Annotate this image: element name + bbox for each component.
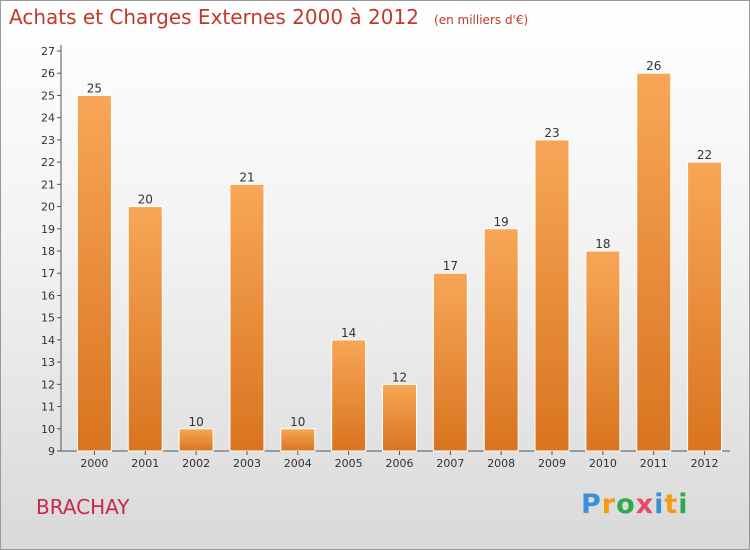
bar-value-label: 21 <box>239 170 254 184</box>
bar-value-label: 26 <box>646 59 661 73</box>
bar-value-label: 23 <box>544 126 559 140</box>
bar-value-label: 12 <box>392 370 407 384</box>
x-tick-label: 2005 <box>335 457 363 470</box>
y-tick-label: 12 <box>41 378 55 391</box>
bar-value-label: 20 <box>138 193 153 207</box>
logo-letter: o <box>616 489 636 520</box>
logo-letter: x <box>635 489 655 520</box>
bar-2001 <box>127 206 163 452</box>
logo-letter: i <box>678 489 689 520</box>
x-tick-label: 2004 <box>284 457 312 470</box>
bar-2000 <box>76 94 112 452</box>
bar-2010 <box>585 250 621 452</box>
logo-letter: i <box>654 489 665 520</box>
bar-value-label: 19 <box>494 215 509 229</box>
bar-2004 <box>280 428 316 452</box>
x-tick-label: 2010 <box>589 457 617 470</box>
y-tick-label: 18 <box>41 245 55 258</box>
bar-value-label: 10 <box>188 415 203 429</box>
logo-letter: t <box>664 489 679 520</box>
y-tick-label: 10 <box>41 423 55 436</box>
y-tick-label: 23 <box>41 134 55 147</box>
x-tick-label: 2012 <box>691 457 719 470</box>
x-tick-label: 2003 <box>233 457 261 470</box>
x-tick-label: 2009 <box>538 457 566 470</box>
bar-2009 <box>534 139 570 452</box>
y-tick-label: 20 <box>41 201 55 214</box>
x-tick-label: 2007 <box>436 457 464 470</box>
y-tick-label: 14 <box>41 334 55 347</box>
bar-value-label: 17 <box>443 259 458 273</box>
x-tick-label: 2008 <box>487 457 515 470</box>
y-tick-label: 25 <box>41 89 55 102</box>
bar-2003 <box>229 183 265 452</box>
bar-value-label: 22 <box>697 148 712 162</box>
y-tick-label: 27 <box>41 45 55 58</box>
bar-2005 <box>331 339 367 452</box>
y-tick-label: 22 <box>41 156 55 169</box>
bar-value-label: 18 <box>595 237 610 251</box>
y-tick-label: 26 <box>41 67 55 80</box>
y-tick-label: 11 <box>41 401 55 414</box>
title-text: Achats et Charges Externes 2000 à 2012 <box>9 5 419 29</box>
unit-label: (en milliers d'€) <box>434 13 529 27</box>
x-tick-label: 2002 <box>182 457 210 470</box>
y-tick-label: 21 <box>41 178 55 191</box>
bar-value-label: 10 <box>290 415 305 429</box>
y-tick-label: 24 <box>41 112 55 125</box>
chart-title: Achats et Charges Externes 2000 à 2012 (… <box>9 5 528 29</box>
logo-letter: P <box>581 489 602 520</box>
y-tick-label: 16 <box>41 289 55 302</box>
y-tick-label: 9 <box>48 445 55 458</box>
proxiti-logo: Proxiti <box>581 489 689 520</box>
x-tick-label: 2006 <box>386 457 414 470</box>
bar-2012 <box>687 161 723 452</box>
commune-name: BRACHAY <box>36 495 130 519</box>
bar-2006 <box>382 383 417 452</box>
bar-2002 <box>178 428 214 452</box>
x-tick-label: 2001 <box>131 457 159 470</box>
y-tick-label: 19 <box>41 223 55 236</box>
bar-2011 <box>636 72 672 452</box>
bar-2007 <box>432 272 468 452</box>
bar-2008 <box>483 228 519 452</box>
x-tick-label: 2000 <box>80 457 108 470</box>
y-tick-label: 13 <box>41 356 55 369</box>
y-tick-label: 17 <box>41 267 55 280</box>
logo-letter: r <box>601 489 617 520</box>
y-tick-label: 15 <box>41 312 55 325</box>
bar-value-label: 14 <box>341 326 356 340</box>
x-tick-label: 2011 <box>640 457 668 470</box>
bar-value-label: 25 <box>87 81 102 95</box>
